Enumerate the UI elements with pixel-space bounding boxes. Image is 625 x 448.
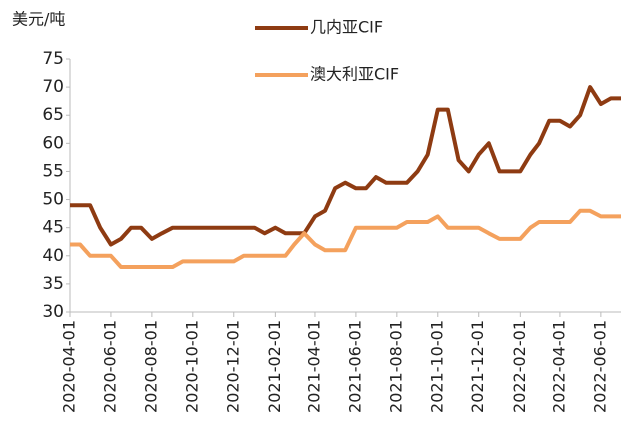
x-tick-label: 2022-02-01	[510, 320, 529, 413]
series-line	[70, 85, 621, 247]
x-tick-label: 2021-12-01	[468, 320, 487, 413]
x-tick-label: 2022-06-01	[590, 320, 609, 413]
y-tick-label: 75	[42, 49, 64, 69]
x-tick-label: 2020-08-01	[141, 320, 160, 413]
legend-label: 澳大利亚CIF	[310, 65, 399, 84]
x-tick-label: 2021-10-01	[427, 320, 446, 413]
x-tick-label: 2020-10-01	[182, 320, 201, 413]
x-tick-label: 2020-06-01	[100, 320, 119, 413]
y-tick-label: 40	[42, 246, 64, 266]
series-line	[70, 208, 621, 269]
y-tick-label: 50	[42, 190, 64, 210]
y-tick-label: 45	[42, 218, 64, 238]
y-tick-label: 65	[42, 105, 64, 125]
y-axis-label: 美元/吨	[12, 10, 65, 29]
x-tick-label: 2020-04-01	[60, 320, 79, 413]
x-tick-label: 2020-12-01	[223, 320, 242, 413]
y-tick-label: 60	[42, 133, 64, 153]
y-tick-label: 35	[42, 274, 64, 294]
y-tick-label: 70	[42, 77, 64, 97]
x-tick-label: 2021-06-01	[345, 320, 364, 413]
x-tick-label: 2021-02-01	[265, 320, 284, 413]
y-tick-label: 30	[42, 302, 64, 322]
x-tick-label: 2021-08-01	[386, 320, 405, 413]
legend-label: 几内亚CIF	[310, 18, 383, 37]
x-tick-label: 2021-04-01	[304, 320, 323, 413]
x-tick-label: 2022-04-01	[549, 320, 568, 413]
y-tick-label: 55	[42, 161, 64, 181]
